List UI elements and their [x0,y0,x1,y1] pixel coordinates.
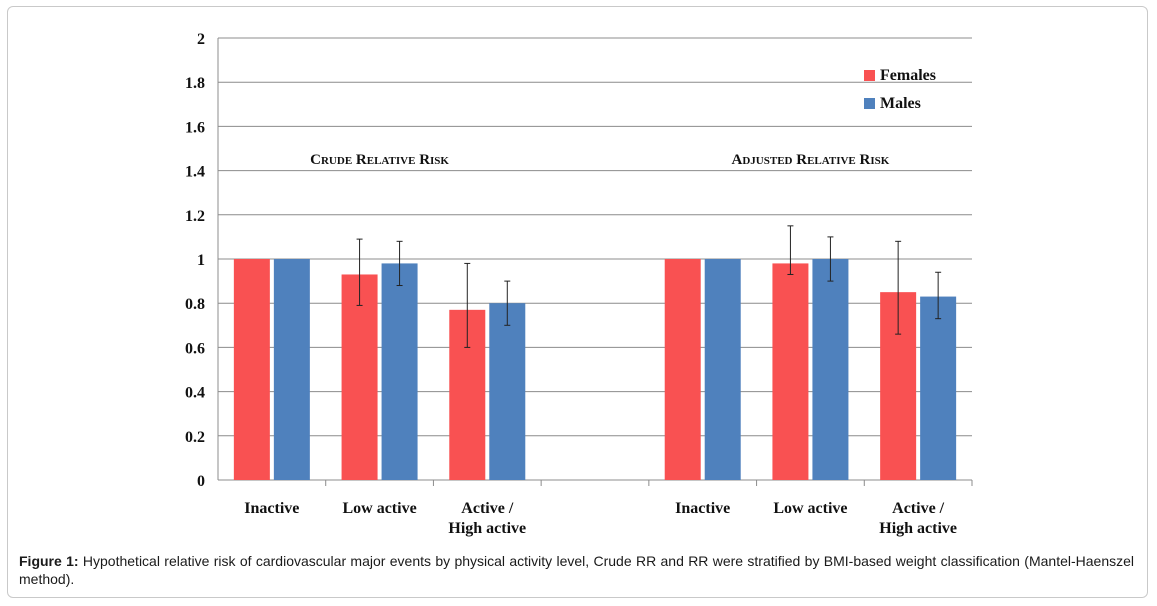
bar-males [489,303,526,480]
y-tick-label: 1.4 [185,164,205,181]
category-label: Low active [773,500,847,517]
category-label: High active [879,520,957,537]
bar-females [664,259,701,480]
category-label: Inactive [675,500,730,517]
category-label: Active / [461,500,514,517]
bar-chart: 0 0.2 0.4 0.6 0.8 1 1.2 1.4 1.6 1.8 2 Crude Relativ… [185,31,973,537]
figure-frame [7,6,1148,598]
group-title: Adjusted Relative Risk [732,152,890,168]
bar-males [273,259,310,480]
legend-label: Females [880,67,936,84]
legend-swatch-males [864,98,875,109]
category-label: High active [448,520,526,537]
y-tick-label: 1.2 [185,208,205,225]
bar-males [704,259,741,480]
y-tick-label: 0.4 [185,385,205,402]
bar-males [920,296,957,480]
y-tick-label: 2 [197,31,205,48]
bar-males [381,263,418,480]
bar-females [772,263,809,480]
bar-males [812,259,849,480]
bar-females [341,274,378,480]
category-label: Low active [342,500,416,517]
y-tick-label: 1.8 [185,75,205,92]
group-title: Crude Relative Risk [310,152,449,168]
y-tick-label: 0.6 [185,340,205,357]
category-label: Inactive [244,500,299,517]
y-tick-label: 1 [197,252,205,269]
y-tick-label: 0 [197,473,205,490]
caption-text: Hypothetical relative risk of cardiovasc… [19,553,1135,587]
figure-caption: Figure 1: Hypothetical relative risk of … [19,552,1134,588]
caption-label: Figure 1: [19,553,79,569]
bar-females [233,259,270,480]
y-tick-label: 0.2 [185,429,205,446]
y-tick-label: 0.8 [185,296,205,313]
legend-swatch-females [864,70,875,81]
category-label: Active / [892,500,945,517]
legend-label: Males [880,95,921,112]
y-tick-label: 1.6 [185,119,205,136]
